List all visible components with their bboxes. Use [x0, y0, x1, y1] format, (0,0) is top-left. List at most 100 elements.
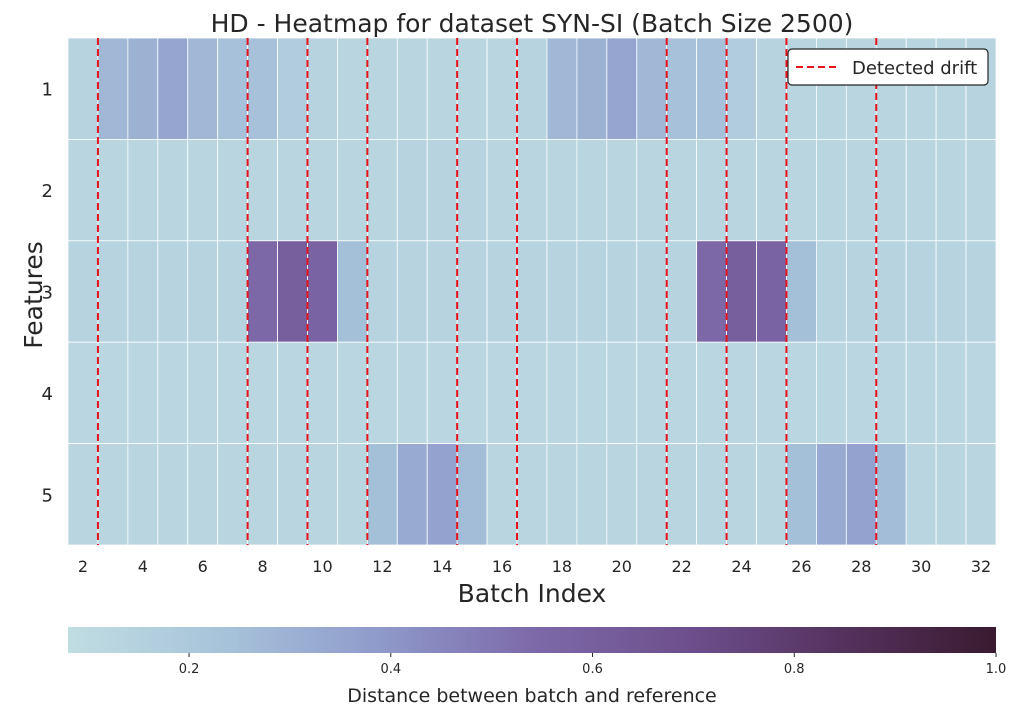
- heatmap-cell: [696, 341, 727, 445]
- heatmap-cell: [815, 443, 847, 546]
- heatmap-cell: [456, 240, 488, 343]
- heatmap-cell: [157, 240, 189, 343]
- heatmap-cell: [516, 240, 548, 343]
- heatmap-cell: [157, 443, 189, 546]
- heatmap-cell: [576, 37, 608, 140]
- heatmap-cell: [97, 240, 129, 343]
- heatmap-cell: [726, 443, 757, 546]
- y-axis-label: Features: [19, 241, 48, 349]
- heatmap-cell: [396, 240, 428, 343]
- heatmap-cell: [396, 341, 428, 445]
- heatmap-cell: [127, 443, 159, 546]
- colorbar-ticks: 0.2 0.4 0.6 0.8 1.0: [179, 653, 1007, 677]
- heatmap-cell: [576, 341, 608, 445]
- heatmap-cell: [786, 240, 817, 343]
- heatmap-cell: [516, 341, 548, 445]
- heatmap-cell: [486, 341, 518, 445]
- heatmap-cell: [337, 37, 368, 140]
- heatmap-cell: [67, 443, 99, 546]
- heatmap-cell: [217, 37, 249, 140]
- heatmap-cell: [247, 240, 278, 343]
- y-tick-label: 5: [42, 485, 53, 506]
- heatmap-cell: [756, 341, 787, 445]
- heatmap-cell: [366, 341, 398, 445]
- heatmap-cell: [396, 138, 428, 242]
- heatmap-cell: [666, 240, 698, 343]
- heatmap-cell: [786, 443, 817, 546]
- heatmap-cell: [965, 138, 997, 242]
- heatmap-cell: [516, 443, 548, 546]
- heatmap-cell: [127, 37, 159, 140]
- heatmap-cell: [516, 138, 548, 242]
- heatmap-cell: [486, 37, 518, 140]
- heatmap-cell: [666, 341, 698, 445]
- heatmap-cell: [337, 240, 368, 343]
- heatmap-cell: [337, 341, 368, 445]
- heatmap-cell: [366, 37, 398, 140]
- heatmap-cell: [426, 138, 458, 242]
- heatmap-cell: [247, 37, 278, 140]
- heatmap-cell: [666, 37, 698, 140]
- heatmap-cell: [366, 138, 398, 242]
- heatmap-cell: [875, 240, 907, 343]
- colorbar-tick-label: 1.0: [986, 662, 1007, 677]
- heatmap-cell: [935, 443, 967, 546]
- heatmap-cell: [217, 341, 249, 445]
- heatmap-cell: [247, 443, 278, 546]
- heatmap-cell: [935, 240, 967, 343]
- heatmap-cells: [67, 37, 997, 546]
- colorbar-tick-label: 0.4: [380, 662, 401, 677]
- heatmap-cell: [696, 443, 727, 546]
- x-tick-label: 24: [731, 557, 751, 576]
- y-tick-label: 1: [42, 80, 53, 101]
- heatmap-cell: [456, 37, 488, 140]
- heatmap-cell: [366, 443, 398, 546]
- heatmap-cell: [756, 138, 787, 242]
- heatmap-cell: [606, 240, 638, 343]
- heatmap-cell: [756, 240, 787, 343]
- heatmap-cell: [636, 341, 668, 445]
- heatmap-cell: [935, 341, 967, 445]
- y-tick-label: 3: [42, 283, 53, 304]
- colorbar-label: Distance between batch and reference: [347, 685, 717, 707]
- heatmap-cell: [636, 138, 668, 242]
- heatmap-cell: [187, 37, 219, 140]
- x-tick-label: 28: [851, 557, 871, 576]
- heatmap-cell: [366, 240, 398, 343]
- x-tick-label: 30: [911, 557, 931, 576]
- heatmap-cell: [426, 240, 458, 343]
- heatmap-cell: [546, 240, 578, 343]
- heatmap-cell: [486, 240, 518, 343]
- x-tick-label: 14: [432, 557, 452, 576]
- heatmap-cell: [606, 138, 638, 242]
- heatmap-cell: [905, 240, 937, 343]
- heatmap-cell: [965, 443, 997, 546]
- heatmap-cell: [636, 240, 668, 343]
- heatmap-cell: [606, 37, 638, 140]
- heatmap-cell: [666, 443, 698, 546]
- heatmap-cell: [726, 240, 757, 343]
- heatmap-cell: [396, 37, 428, 140]
- heatmap-cell: [965, 341, 997, 445]
- heatmap-cell: [217, 443, 249, 546]
- x-tick-label: 16: [492, 557, 512, 576]
- heatmap-cell: [187, 240, 219, 343]
- heatmap-cell: [247, 341, 278, 445]
- heatmap-cell: [845, 138, 877, 242]
- legend: Detected drift: [787, 48, 989, 86]
- x-tick-label: 20: [612, 557, 632, 576]
- heatmap-cell: [756, 443, 787, 546]
- heatmap-cell: [726, 341, 757, 445]
- heatmap-cell: [696, 240, 727, 343]
- heatmap-cell: [636, 443, 668, 546]
- heatmap-cell: [396, 443, 428, 546]
- heatmap-cell: [337, 138, 368, 242]
- heatmap-cell: [426, 341, 458, 445]
- heatmap-cell: [157, 138, 189, 242]
- x-tick-label: 8: [257, 557, 267, 576]
- heatmap-cell: [815, 341, 847, 445]
- heatmap-cell: [935, 138, 967, 242]
- colorbar-tick-label: 0.8: [784, 662, 805, 677]
- heatmap-cell: [965, 240, 997, 343]
